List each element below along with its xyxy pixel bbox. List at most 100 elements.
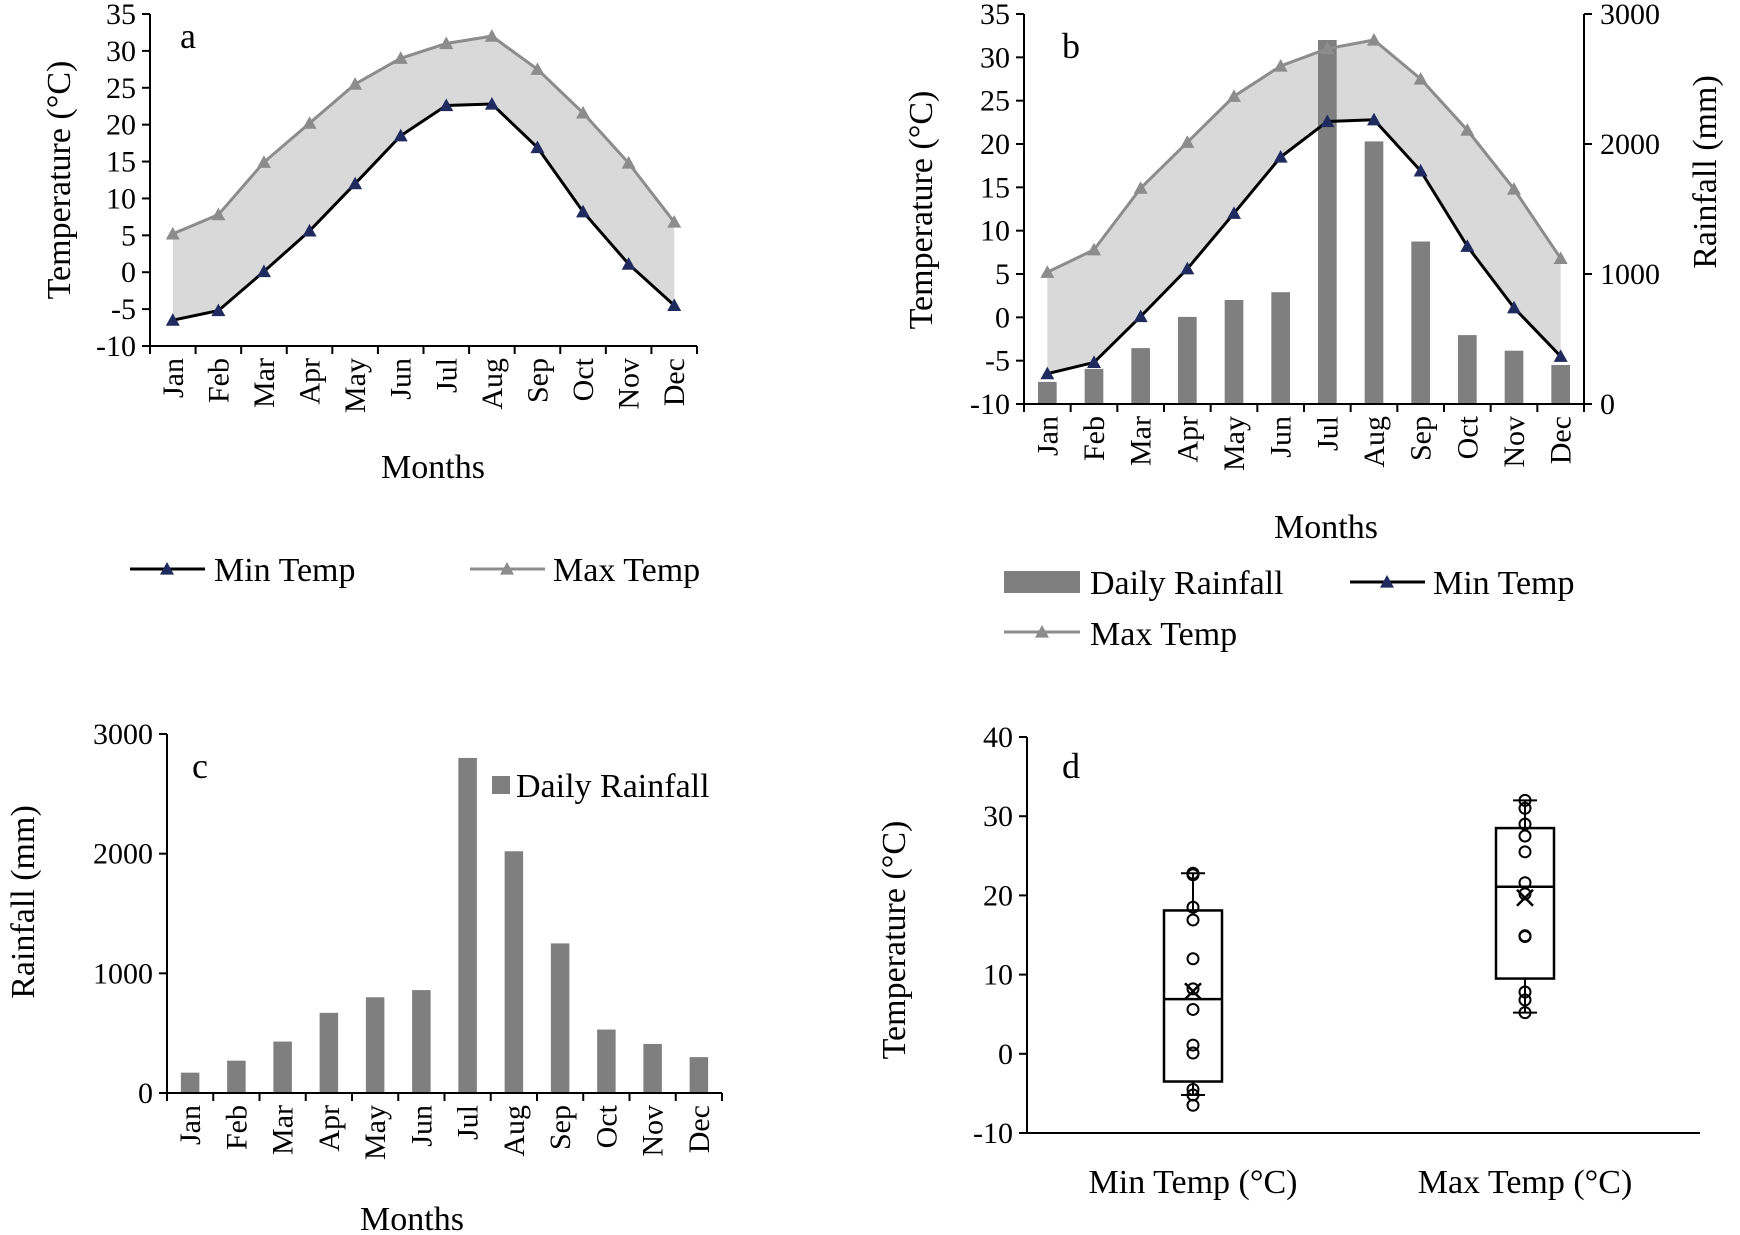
panel-d-min-temp-c-point	[1186, 1082, 1200, 1096]
panel-b-x-tick-label-mar: Mar	[1125, 416, 1158, 466]
panel-d-max-temp-c-point	[1518, 793, 1532, 807]
panel-b-rainfall-bar-jun	[1271, 292, 1290, 404]
panel-c-rainfall-bar-jan	[180, 1072, 200, 1093]
panel-b-max-temp-point-may	[1227, 89, 1241, 102]
panel-b-rainfall-bar-may	[1224, 300, 1244, 404]
panel-a-y-axis-title: Temperature (°C)	[41, 61, 78, 300]
panel-c-x-tick-label-mar: Mar	[267, 1105, 300, 1155]
panel-a-y-tick-label: -5	[111, 293, 136, 326]
panel-a-y-tick-label: 5	[121, 219, 136, 252]
panel-a-x-axis-title: Months	[381, 449, 485, 486]
panel-a-max-temp-point-feb	[211, 207, 226, 221]
panel-a-max-temp-point-apr	[302, 116, 317, 129]
panel-a-legend-max-temp-marker	[500, 562, 514, 575]
panel-d-min-temp-c-point	[1186, 900, 1200, 914]
panel-b-y-tick-label: 15	[980, 171, 1010, 204]
panel-b-rainfall-bar-jan	[1038, 381, 1057, 404]
panel-b-rainfall-bar-jul	[1318, 40, 1337, 404]
panel-c-x-tick-label-jul: Jul	[452, 1105, 485, 1140]
panel-a-max-temp-point-oct	[576, 105, 591, 119]
panel-b-max-temp-point-dec	[1553, 251, 1568, 264]
panel-c-y-tick-label: 3000	[93, 718, 153, 751]
panel-a-max-temp-point-jun	[393, 51, 408, 64]
panel-a-x-tick-label-jul: Jul	[430, 358, 463, 393]
panel-d-box-plot: d -10 0 10 20 30 40 Temperature (°C) Min Temp (…	[876, 721, 1700, 1201]
panel-b-legend-rainfall-label: Daily Rainfall	[1090, 565, 1284, 602]
panel-b-rainfall-bar-nov	[1504, 350, 1524, 404]
panel-b-y-tick-label-right: 1000	[1600, 258, 1660, 291]
panel-b-legend-max-temp-label: Max Temp	[1090, 616, 1237, 653]
panel-b-x-tick-label-feb: Feb	[1078, 416, 1111, 461]
panel-c-y-tick-label: 2000	[93, 838, 153, 871]
panel-c-y-tick-label: 1000	[93, 957, 153, 990]
panel-a-x-tick-label-oct: Oct	[567, 357, 600, 401]
panel-d-min-temp-c-point	[1186, 982, 1200, 996]
panel-a-min-temp-point-may	[348, 176, 363, 190]
panel-b-rainfall-bar-dec	[1551, 365, 1570, 404]
panel-c-x-tick-label-apr: Apr	[313, 1105, 346, 1152]
panel-b-max-temp-point-sep	[1413, 72, 1428, 85]
panel-c-rainfall-bar-may	[365, 997, 385, 1093]
panel-d-min-temp-c-point	[1186, 1002, 1200, 1016]
panel-d-min-temp-c-point	[1186, 913, 1200, 927]
panel-d-y-tick-label: 30	[983, 800, 1013, 833]
panel-d-min-temp-c-box	[1162, 909, 1224, 1083]
panel-a-max-temp-point-aug	[484, 29, 499, 42]
panel-b-y-tick-label: 10	[980, 215, 1010, 248]
panel-c-x-tick-label-jan: Jan	[174, 1105, 207, 1145]
panel-b-max-temp-line	[1046, 38, 1562, 274]
panel-c-x-tick-label-may: May	[359, 1105, 392, 1160]
panel-b-x-tick-label-sep: Sep	[1405, 416, 1438, 461]
panel-c-y-tick-label: 0	[138, 1077, 153, 1110]
panel-d-min-temp-c-mean-marker	[1184, 982, 1202, 1001]
panel-b-max-temp-point-nov	[1507, 182, 1521, 195]
panel-b-x-axis-title: Months	[1274, 509, 1378, 546]
panel-b-legend-rainfall-swatch	[1004, 571, 1080, 593]
panel-a-temp-band	[172, 36, 675, 321]
panel-b-max-temp-point-apr	[1180, 135, 1195, 148]
panel-b-min-temp-point-oct	[1460, 239, 1475, 252]
panel-a-y-tick-label: 20	[106, 109, 136, 142]
panel-d-y-axis-title: Temperature (°C)	[876, 821, 913, 1060]
panel-a-min-temp-line	[172, 102, 676, 322]
panel-c-legend-rainfall-label: Daily Rainfall	[516, 768, 710, 805]
panel-c-x-tick-label-jun: Jun	[405, 1105, 438, 1147]
panel-b-rainfall-bar-oct	[1458, 335, 1477, 404]
panel-a-y-tick-label: 25	[106, 72, 136, 105]
panel-b-min-temp-point-sep	[1413, 163, 1428, 177]
panel-a-max-temp-point-nov	[621, 156, 636, 169]
panel-d-max-temp-c-point	[1518, 1006, 1532, 1020]
panel-a-min-temp-point-aug	[484, 97, 499, 110]
panel-d-min-temp-c-point	[1186, 1038, 1200, 1052]
panel-a-min-temp-point-mar	[256, 264, 271, 278]
panel-d-y-tick-label: 20	[983, 879, 1013, 912]
panel-a-y-tick-label: 15	[106, 146, 136, 179]
panel-c-rainfall-bar-mar	[273, 1041, 292, 1093]
panel-b-min-temp-line	[1046, 118, 1562, 376]
panel-c-rainfall-bar-sep	[550, 943, 570, 1093]
panel-a-y-tick-label: 10	[106, 182, 136, 215]
panel-b-max-temp-point-jun	[1273, 59, 1288, 72]
panel-c-legend-rainfall-swatch	[492, 776, 510, 794]
panel-a-y-tick-label: -10	[96, 330, 136, 363]
panel-b-label: b	[1062, 26, 1080, 66]
panel-c-x-tick-label-feb: Feb	[220, 1105, 253, 1150]
panel-c-label: c	[192, 746, 208, 786]
panel-b-x-tick-label-aug: Aug	[1358, 416, 1391, 468]
panel-d-max-temp-c-point	[1518, 817, 1532, 831]
panel-b-x-tick-label-jan: Jan	[1031, 416, 1064, 456]
panel-a-y-tick-label: 35	[106, 0, 136, 31]
panel-d-max-temp-c-category-label: Max Temp (°C)	[1418, 1164, 1633, 1201]
panel-d-min-temp-c-point	[1186, 952, 1200, 966]
panel-d-y-tick-label: 10	[983, 959, 1013, 992]
panel-d-min-temp-c-point	[1186, 1046, 1200, 1060]
panel-a-max-temp-point-sep	[530, 62, 545, 75]
panel-b-min-temp-point-feb	[1087, 355, 1101, 368]
panel-b-y-tick-label-right: 2000	[1600, 128, 1660, 161]
panel-a-x-tick-label-sep: Sep	[521, 358, 554, 403]
panel-a-min-temp-point-oct	[576, 204, 591, 218]
panel-c-rainfall-bar-nov	[643, 1043, 662, 1093]
panel-c-rainfall-bar-jun	[412, 990, 431, 1093]
panel-b-y-tick-label: 30	[980, 41, 1010, 74]
panel-c-rainfall-bar-jul	[458, 757, 477, 1093]
